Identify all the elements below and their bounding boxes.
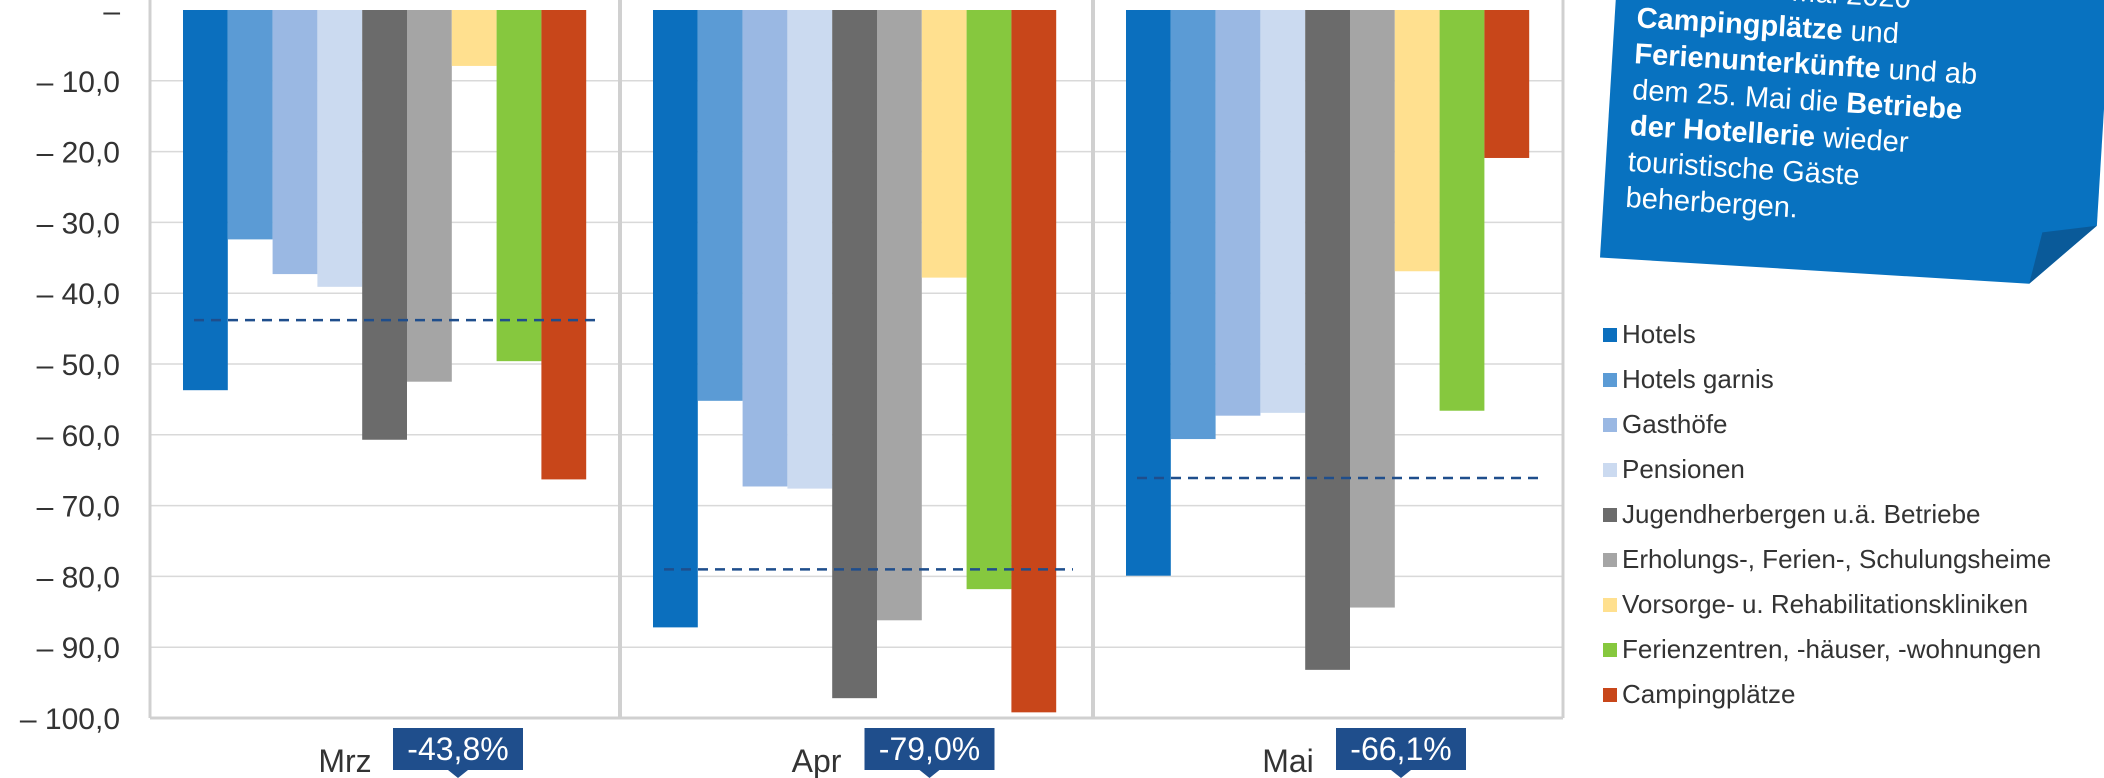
legend-item: Pensionen [1603, 447, 2051, 492]
bar-Jugendherbergen u.ä. Betriebe [362, 10, 407, 440]
legend-swatch [1603, 552, 1617, 567]
note-text-segment: Betriebe [1845, 87, 1963, 126]
y-tick-label: – 90,0 [37, 632, 120, 665]
average-badge [393, 728, 523, 778]
note-text-segment: und [1842, 15, 1900, 50]
bar-Pensionen [1260, 10, 1306, 413]
bar-Ferienzentren, -häuser, -wohnungen [1439, 10, 1485, 411]
bar-Pensionen [787, 10, 833, 489]
bar-Pensionen [317, 10, 363, 287]
category-labels: Mrz Apr Mai [318, 743, 1313, 778]
y-tick-labels: – – 10,0 – 20,0 – 30,0 – 40,0 – 50,0 – 60,0 – 7… [20, 0, 120, 736]
legend-label: Gasthöfe [1622, 409, 1728, 439]
y-tick-label: – 50,0 [37, 349, 120, 382]
legend-swatch [1603, 327, 1617, 342]
note-fold [2029, 225, 2097, 284]
category-label: Apr [792, 743, 842, 778]
bar-Campingplätze [541, 10, 587, 480]
bar-Vorsorge- u. Rehabilitationskliniken [1394, 10, 1440, 272]
axes [148, 0, 1565, 720]
note-text-segment: und ab [1880, 53, 1979, 91]
legend-item: Vorsorge- u. Rehabilitationskliniken [1603, 582, 2051, 627]
legend-label: Campingplätze [1622, 679, 1796, 709]
bar-Gasthöfe [272, 10, 318, 275]
note-text: ab dem 15. Mai 2020Campingplätze undFeri… [1625, 0, 1983, 235]
y-tick-label: – 20,0 [37, 137, 120, 170]
bar-Hotels garnis [227, 10, 273, 240]
legend-label: Jugendherbergen u.ä. Betriebe [1622, 499, 1981, 529]
legend-item: Ferienzentren, -häuser, -wohnungen [1603, 627, 2051, 672]
legend-label: Ferienzentren, -häuser, -wohnungen [1622, 634, 2042, 664]
bars [183, 10, 1530, 713]
legend-item: Erholungs-, Ferien-, Schulungsheime [1603, 537, 2051, 582]
legend-swatch [1603, 597, 1617, 612]
legend-swatch [1603, 687, 1617, 702]
average-badge [1336, 728, 1466, 778]
info-note: ab dem 15. Mai 2020Campingplätze undFeri… [1599, 0, 2104, 284]
average-badge [864, 728, 995, 778]
bar-Vorsorge- u. Rehabilitationskliniken [921, 10, 967, 278]
average-badge-label: -79,0% [879, 731, 980, 767]
y-tick-label: – 30,0 [37, 207, 120, 240]
legend-item: Jugendherbergen u.ä. Betriebe [1603, 492, 2051, 537]
bar-Hotels [653, 10, 698, 628]
legend-label: Vorsorge- u. Rehabilitationskliniken [1622, 589, 2029, 619]
legend-label: Erholungs-, Ferien-, Schulungsheime [1622, 544, 2052, 574]
y-tick-label: – 80,0 [37, 561, 120, 594]
legend-swatch [1603, 642, 1617, 657]
legend: Hotels Hotels garnis Gasthöfe Pensionen Juge… [1603, 312, 2051, 717]
y-tick-label: – 40,0 [37, 278, 120, 311]
bar-Hotels garnis [697, 10, 743, 401]
bar-Erholungs-, Ferien-, Schulungsheime [407, 10, 452, 382]
note-shape: ab dem 15. Mai 2020Campingplätze undFeri… [1599, 0, 2104, 284]
legend-item: Hotels garnis [1603, 357, 2051, 402]
legend-swatch [1603, 462, 1617, 477]
bar-Gasthöfe [1215, 10, 1261, 416]
legend-label: Hotels garnis [1622, 364, 1774, 394]
bar-Gasthöfe [742, 10, 788, 487]
legend-item: Hotels [1603, 312, 2051, 357]
y-tick-label: – [103, 0, 120, 28]
legend-item: Campingplätze [1603, 672, 2051, 717]
legend-swatch [1603, 507, 1617, 522]
average-lines [194, 318, 1543, 571]
legend-item: Gasthöfe [1603, 402, 2051, 447]
bar-Campingplätze [1484, 10, 1530, 158]
y-tick-label: – 10,0 [37, 66, 120, 99]
y-tick-label: – 100,0 [20, 703, 120, 736]
legend-swatch [1603, 417, 1617, 432]
bar-Erholungs-, Ferien-, Schulungsheime [1350, 10, 1395, 608]
y-tick-label: – 70,0 [37, 491, 120, 524]
bar-Vorsorge- u. Rehabilitationskliniken [451, 10, 497, 66]
category-label: Mrz [318, 743, 371, 778]
bar-Campingplätze [1011, 10, 1057, 713]
bar-Jugendherbergen u.ä. Betriebe [832, 10, 877, 699]
y-tick-label: – 60,0 [37, 420, 120, 453]
bar-Hotels [183, 10, 228, 391]
legend-swatch [1603, 372, 1617, 387]
average-badges: -43,8% -79,0% -66,1% [393, 728, 1466, 778]
bar-Erholungs-, Ferien-, Schulungsheime [877, 10, 922, 621]
bar-Ferienzentren, -häuser, -wohnungen [496, 10, 542, 362]
legend-label: Pensionen [1622, 454, 1745, 484]
bar-Hotels [1126, 10, 1171, 576]
bar-Hotels garnis [1170, 10, 1216, 440]
bar-Jugendherbergen u.ä. Betriebe [1305, 10, 1350, 670]
note-background [1599, 0, 2104, 284]
note-text-segment: wieder [1814, 121, 1910, 159]
legend-label: Hotels [1622, 319, 1696, 349]
average-badge-label: -43,8% [407, 731, 508, 767]
category-label: Mai [1262, 743, 1314, 778]
average-badge-label: -66,1% [1350, 731, 1451, 767]
bar-Ferienzentren, -häuser, -wohnungen [966, 10, 1012, 590]
